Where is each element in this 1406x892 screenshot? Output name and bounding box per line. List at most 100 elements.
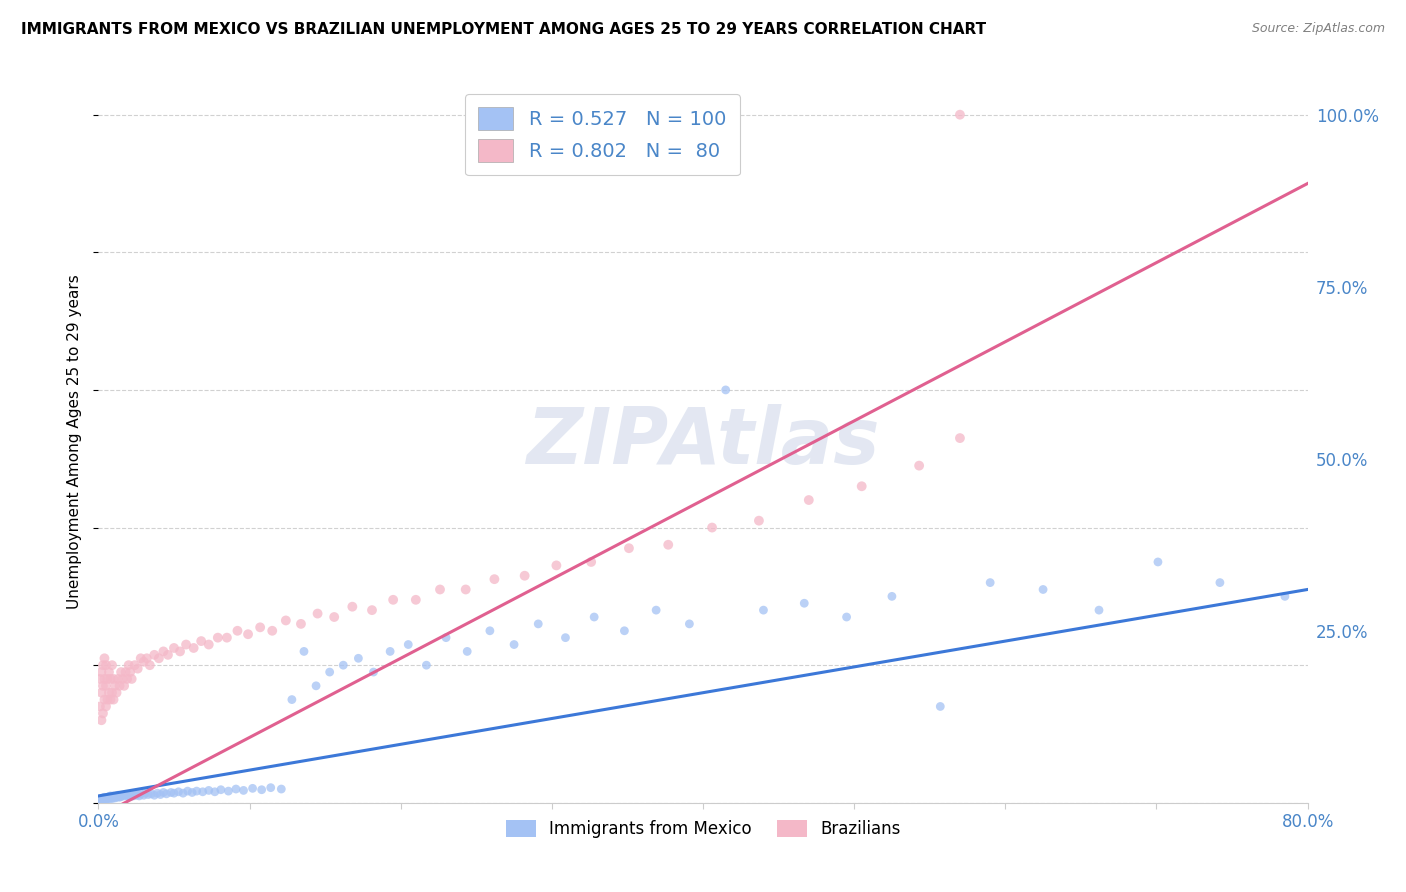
Point [101,789,124,804]
Point [197,638,219,652]
Point [125,789,148,803]
Point [146,786,169,800]
Point [190,634,212,648]
Point [124,787,146,801]
Point [94,679,117,693]
Point [250,782,273,797]
Point [90,793,112,807]
Point [657,538,679,552]
Point [174,638,197,652]
Point [141,787,163,801]
Point [554,631,576,645]
Point [323,610,346,624]
Point [232,783,254,797]
Point [101,658,124,673]
Y-axis label: Unemployment Among Ages 25 to 29 years: Unemployment Among Ages 25 to 29 years [67,274,83,609]
Point [1209,575,1232,590]
Point [105,686,128,700]
Point [226,624,249,638]
Point [527,616,550,631]
Point [108,679,131,693]
Point [1088,603,1111,617]
Point [186,784,208,798]
Point [94,791,117,805]
Point [143,789,166,803]
Point [434,631,457,645]
Point [191,785,214,799]
Point [112,679,135,693]
Point [225,782,247,797]
Point [513,568,536,582]
Point [120,665,142,679]
Point [149,788,172,802]
Point [217,784,239,798]
Point [103,790,125,805]
Point [262,624,284,638]
Point [96,692,118,706]
Point [949,108,972,122]
Point [105,790,128,805]
Point [307,607,329,621]
Point [104,679,127,693]
Point [100,672,122,686]
Point [114,788,136,802]
Point [127,662,149,676]
Point [908,458,931,473]
Point [181,785,204,799]
Point [454,582,477,597]
Point [793,596,815,610]
Point [236,627,259,641]
Point [197,783,219,797]
Text: Source: ZipAtlas.com: Source: ZipAtlas.com [1251,22,1385,36]
Point [98,791,121,805]
Point [91,706,114,721]
Point [148,651,170,665]
Point [979,575,1001,590]
Point [107,789,129,804]
Point [93,692,115,706]
Point [122,789,145,803]
Point [135,651,157,665]
Point [132,655,155,669]
Point [101,686,124,700]
Point [100,789,122,803]
Point [129,651,152,665]
Point [105,789,128,803]
Text: ZIPAtlas: ZIPAtlas [526,403,880,480]
Point [93,790,115,805]
Text: IMMIGRANTS FROM MEXICO VS BRAZILIAN UNEMPLOYMENT AMONG AGES 25 TO 29 YEARS CORRE: IMMIGRANTS FROM MEXICO VS BRAZILIAN UNEM… [21,22,986,37]
Point [1274,590,1296,604]
Point [103,672,125,686]
Point [396,638,419,652]
Point [363,665,385,679]
Point [91,658,114,673]
Point [107,789,129,803]
Point [101,791,124,805]
Point [700,520,723,534]
Point [617,541,640,556]
Legend: Immigrants from Mexico, Brazilians: Immigrants from Mexico, Brazilians [499,814,907,845]
Point [111,672,134,686]
Point [91,792,114,806]
Point [107,672,129,686]
Point [152,785,174,799]
Point [583,610,606,624]
Point [94,792,117,806]
Point [880,590,903,604]
Point [96,672,118,686]
Point [215,631,238,645]
Point [503,638,526,652]
Point [163,786,186,800]
Point [100,791,122,805]
Point [110,789,132,803]
Point [714,383,737,397]
Point [114,665,136,679]
Point [167,785,190,799]
Point [1032,582,1054,597]
Point [127,788,149,802]
Point [318,665,340,679]
Point [163,640,186,655]
Point [104,791,127,805]
Point [748,514,770,528]
Point [172,786,194,800]
